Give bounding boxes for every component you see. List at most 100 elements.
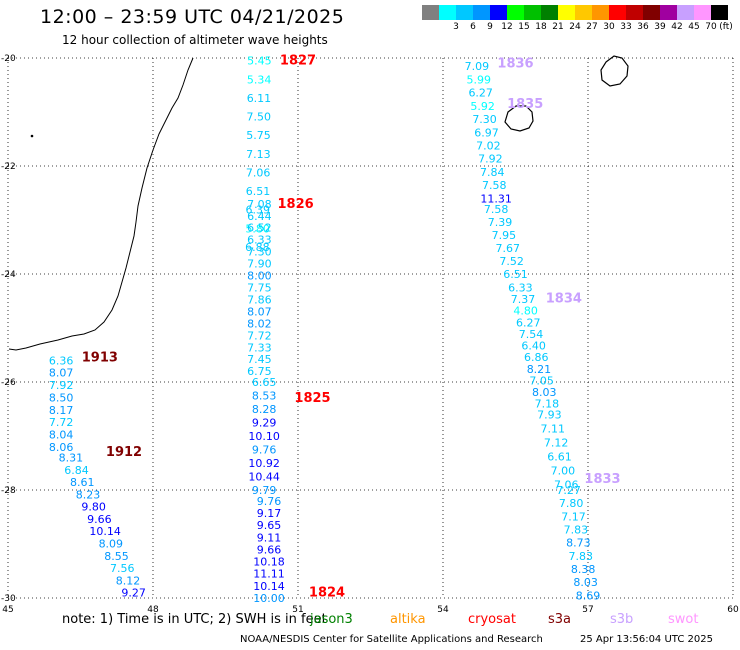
wave-height-value: 7.58 — [482, 179, 507, 192]
pass-time-label: 1913 — [82, 351, 118, 366]
wave-height-value: 7.08 — [247, 198, 272, 211]
wave-height-value: 7.30 — [472, 113, 497, 126]
wave-height-value: 10.14 — [253, 580, 285, 593]
legend-swatch — [439, 5, 456, 20]
legend-swatch — [541, 5, 558, 20]
wave-height-value: 6.36 — [49, 354, 74, 367]
wave-height-value: 7.17 — [561, 510, 586, 523]
legend-swatch — [660, 5, 677, 20]
wave-height-value: 8.17 — [49, 404, 74, 417]
wave-height-value: 7.37 — [511, 293, 536, 306]
legend-swatch — [524, 5, 541, 20]
pass-time-label: 1833 — [584, 472, 620, 487]
wave-height-value: 7.11 — [540, 422, 565, 435]
wave-height-value: 7.86 — [247, 293, 272, 306]
wave-height-value: 7.45 — [247, 353, 272, 366]
legend-swatch — [575, 5, 592, 20]
wave-height-value: 8.50 — [49, 391, 74, 404]
wave-height-value: 10.44 — [248, 471, 280, 484]
page-title: 12:00 – 23:59 UTC 04/21/2025 — [40, 6, 345, 28]
legend-tick-label: 33 — [620, 22, 632, 32]
wave-height-value: 7.56 — [110, 562, 135, 575]
wave-height-value: 9.17 — [257, 507, 282, 520]
wave-height-value: 7.84 — [480, 166, 505, 179]
legend-swatch — [643, 5, 660, 20]
wave-height-value: 8.61 — [70, 476, 95, 489]
lon-tick-label: 45 — [2, 605, 13, 615]
lon-tick-label: 48 — [147, 605, 159, 615]
wave-height-value: 5.75 — [246, 129, 271, 142]
lat-tick-label: -28 — [1, 486, 16, 496]
lon-tick-label: 51 — [292, 605, 303, 615]
wave-height-value: 7.18 — [535, 398, 560, 411]
wave-height-value: 7.33 — [247, 341, 272, 354]
tracks-layer: 5.45 5.34 6.11 7.50 5.75 7.13 7.06 6.51 6.39 5.80… — [49, 55, 600, 605]
wave-height-value: 5.99 — [467, 73, 492, 86]
wave-height-value: 8.07 — [49, 367, 74, 380]
wave-height-value: 8.06 — [49, 441, 74, 454]
legend-tick-label: 24 — [569, 22, 581, 32]
satellite-swot: swot — [668, 612, 699, 627]
satellite-s3a: s3a — [548, 612, 572, 627]
wave-height-value: 9.29 — [252, 417, 277, 430]
pass-time-label: 1827 — [280, 54, 316, 69]
wave-height-value: 7.06 — [246, 166, 271, 179]
satellite-altika: altika — [390, 612, 426, 627]
wave-height-value: 6.97 — [474, 126, 499, 139]
wave-height-value: 10.18 — [253, 556, 285, 569]
legend-swatch — [558, 5, 575, 20]
axes-layer: 45 48 51 54 57 60 -20 -22 -24 -26 -28 -30 — [1, 54, 739, 615]
legend-swatch — [626, 5, 643, 20]
pass-time-label: 1912 — [106, 445, 142, 460]
wave-height-value: 7.00 — [551, 465, 576, 478]
wave-height-value: 5.92 — [470, 100, 495, 113]
mauritius-island — [504, 105, 534, 132]
wave-height-value: 6.75 — [247, 365, 272, 378]
wave-height-value: 6.27 — [468, 87, 493, 100]
satellite-cryosat: cryosat — [468, 612, 516, 627]
wave-height-value: 6.65 — [252, 376, 277, 389]
wave-height-value: 7.95 — [492, 229, 517, 242]
legend-tick-label: 39 — [654, 22, 666, 32]
legend-swatch — [456, 5, 473, 20]
legend-swatch — [677, 5, 694, 20]
footer-credit: NOAA/NESDIS Center for Satellite Applica… — [240, 634, 543, 645]
wave-height-value: 8.03 — [573, 576, 598, 589]
legend-tick-label: 27 — [586, 22, 598, 32]
reunion-island — [600, 55, 629, 87]
wave-height-value: 7.09 — [465, 60, 490, 73]
wave-height-value: 9.66 — [87, 513, 112, 526]
legend-tick-label: 45 — [688, 22, 700, 32]
lat-tick-label: -26 — [1, 378, 16, 388]
legend-swatch — [592, 5, 609, 20]
wave-height-value: 10.14 — [89, 525, 121, 538]
wave-height-value: 7.92 — [49, 379, 74, 392]
lat-tick-label: -22 — [1, 162, 16, 172]
legend-tick-label: 42 — [671, 22, 683, 32]
legend-tick-label: 21 — [552, 22, 564, 32]
legend-swatch — [711, 5, 728, 20]
madagascar-coastline — [8, 57, 194, 351]
page-subtitle: 12 hour collection of altimeter wave hei… — [62, 33, 328, 47]
wave-height-value: 7.83 — [569, 550, 594, 563]
wave-height-value: 7.12 — [544, 436, 569, 449]
footer-stamp: 25 Apr 13:56:04 UTC 2025 — [580, 634, 713, 645]
wave-height-value: 9.66 — [257, 543, 282, 556]
wave-height-value: 8.69 — [576, 589, 601, 602]
lon-tick-label: 57 — [582, 605, 593, 615]
wave-height-value: 9.76 — [257, 495, 282, 508]
wave-height-value: 7.27 — [556, 484, 581, 497]
wave-height-value: 9.80 — [81, 501, 106, 514]
wave-height-value: 7.92 — [478, 153, 503, 166]
legend-tick-label: 3 — [453, 22, 459, 32]
wave-height-value: 6.84 — [64, 464, 89, 477]
wave-height-value: 6.33 — [247, 234, 272, 247]
wave-height-value: 9.76 — [252, 444, 277, 457]
footer-note: note: 1) Time is in UTC; 2) SWH is in fe… — [62, 612, 327, 627]
legend-tick-label: 30 — [603, 22, 615, 32]
pass-time-label: 1825 — [294, 391, 330, 406]
legend-tick-label: 36 — [637, 22, 649, 32]
wave-height-value: 7.72 — [49, 416, 74, 429]
wave-height-value: 8.04 — [49, 428, 74, 441]
wave-height-value: 9.11 — [257, 531, 282, 544]
